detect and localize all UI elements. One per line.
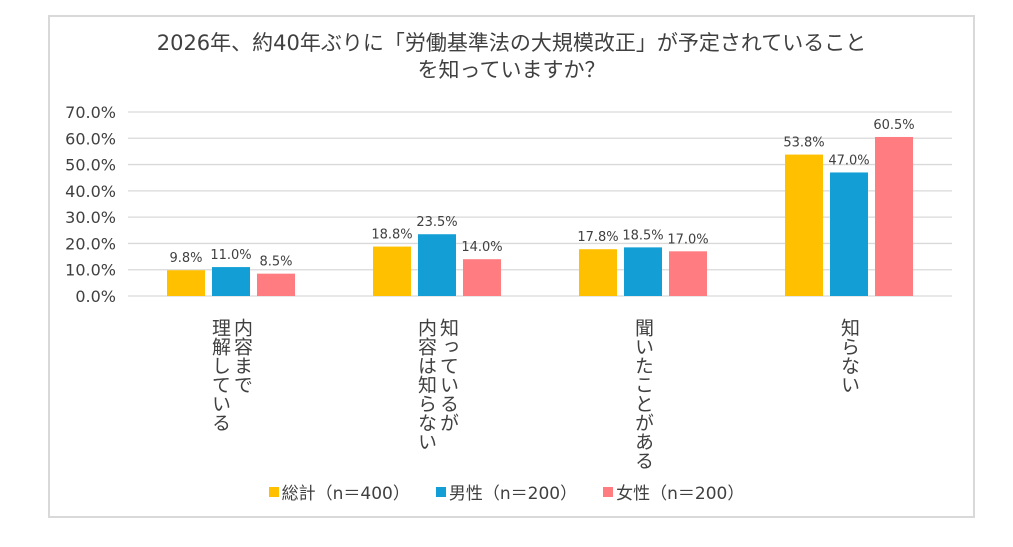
y-tick-label: 0.0% [75, 287, 116, 306]
legend-swatch-total [268, 486, 279, 497]
bar [830, 172, 868, 296]
x-category-label: 知らない [838, 318, 860, 394]
bar [463, 259, 501, 296]
y-tick-label: 10.0% [65, 261, 116, 280]
bar [212, 267, 250, 296]
x-category-label: 内容まで [231, 318, 253, 394]
data-label: 14.0% [461, 240, 502, 255]
chart-title-line-1: 2026年、約40年ぶりに「労働基準法の大規模改正」が予定されていること [156, 31, 867, 55]
legend-item-female: 女性（n＝200） [603, 479, 744, 504]
chart-frame [48, 15, 975, 518]
x-category-label: 聞いたことがある [632, 318, 654, 470]
data-label: 18.8% [371, 228, 412, 243]
bar [624, 247, 662, 296]
chart-title: 2026年、約40年ぶりに「労働基準法の大規模改正」が予定されていること を知っ… [48, 30, 975, 84]
data-label: 23.5% [416, 215, 457, 230]
legend-swatch-female [603, 486, 614, 497]
chart-title-line-2: を知っていますか？ [417, 58, 606, 82]
y-tick-label: 40.0% [65, 182, 116, 201]
bar [373, 246, 411, 296]
data-label: 60.5% [873, 118, 914, 133]
y-tick-label: 70.0% [65, 103, 116, 122]
bar [669, 251, 707, 296]
data-label: 53.8% [783, 136, 824, 151]
legend: 総計（n＝400） 男性（n＝200） 女性（n＝200） [0, 479, 1013, 504]
legend-item-male: 男性（n＝200） [435, 479, 578, 504]
data-label: 11.0% [210, 248, 251, 263]
data-label: 17.0% [667, 232, 708, 247]
data-label: 47.0% [828, 153, 869, 168]
legend-item-total: 総計（n＝400） [268, 479, 410, 504]
x-category-label: 理解している [209, 318, 231, 432]
x-category-label: 知っているが [437, 318, 459, 432]
data-label: 9.8% [169, 251, 202, 266]
legend-label-total: 総計（n＝400） [281, 484, 410, 504]
data-label: 8.5% [259, 255, 292, 270]
bar [875, 136, 913, 296]
y-tick-label: 50.0% [65, 156, 116, 175]
y-tick-label: 20.0% [65, 234, 116, 253]
data-label: 18.5% [622, 228, 663, 243]
y-tick-label: 30.0% [65, 208, 116, 227]
bar [257, 273, 295, 296]
bar [418, 234, 456, 296]
y-tick-label: 60.0% [65, 129, 116, 148]
legend-label-male: 男性（n＝200） [448, 484, 578, 504]
bar [167, 270, 205, 296]
legend-label-female: 女性（n＝200） [616, 484, 745, 504]
bar [785, 154, 823, 296]
data-label: 17.8% [577, 230, 618, 245]
bar [579, 249, 617, 296]
x-category-label: 内容は知らない [415, 318, 437, 451]
legend-swatch-male [435, 486, 446, 497]
